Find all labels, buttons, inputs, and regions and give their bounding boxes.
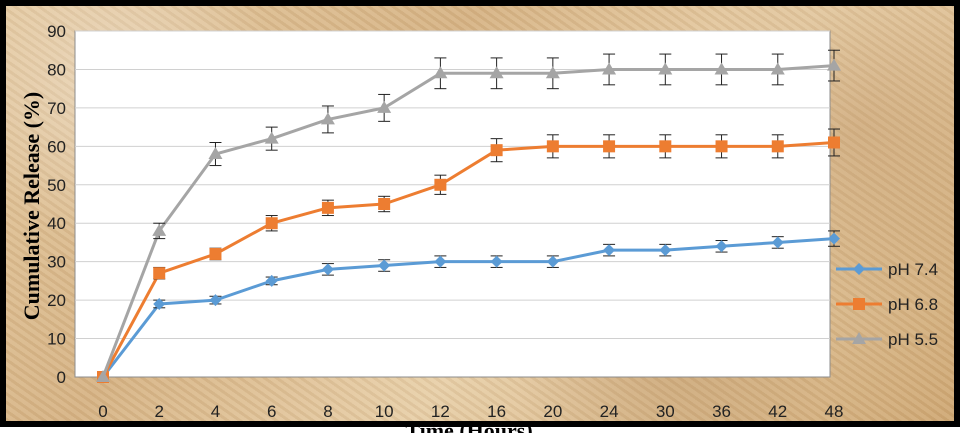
x-tick-label-12: 12: [431, 402, 450, 421]
data-point: [658, 62, 673, 75]
x-tick-label-8: 8: [323, 402, 332, 421]
y-tick-label-40: 40: [47, 214, 66, 233]
series-ph-5.5: [96, 49, 841, 382]
data-point: [378, 198, 391, 210]
x-tick-label-30: 30: [656, 402, 675, 421]
y-tick-label-10: 10: [47, 330, 66, 349]
legend-item-1: pH 6.8: [836, 295, 938, 314]
data-point: [377, 100, 392, 113]
x-tick-label-24: 24: [600, 402, 619, 421]
series-line: [101, 140, 835, 378]
legend-item-2: pH 5.5: [836, 330, 938, 349]
y-tick-label-80: 80: [47, 60, 66, 79]
y-tick-label-90: 90: [47, 22, 66, 41]
legend-label: pH 7.4: [888, 260, 938, 279]
data-point: [603, 140, 616, 153]
y-tick-label-30: 30: [47, 253, 66, 272]
series-line: [101, 64, 835, 378]
legend-marker: [853, 263, 865, 275]
data-point: [378, 259, 391, 272]
data-point: [153, 297, 166, 310]
data-point: [489, 66, 504, 79]
legend: pH 7.4 pH 6.8 pH 5.5: [836, 260, 938, 349]
x-tick-label-0: 0: [98, 402, 107, 421]
y-tick-label-60: 60: [47, 137, 66, 156]
series-ph-6.8: [97, 128, 840, 383]
y-tick-label-70: 70: [47, 99, 66, 118]
x-tick-label-48: 48: [825, 402, 844, 421]
data-point: [546, 140, 559, 153]
x-tick-label-6: 6: [267, 402, 276, 421]
legend-label: pH 5.5: [888, 330, 938, 349]
data-point: [490, 144, 503, 157]
legend-marker: [852, 332, 866, 344]
series-line: [101, 237, 835, 378]
legend-item-0: pH 7.4: [836, 260, 938, 279]
data-point: [264, 131, 279, 144]
data-point: [659, 140, 672, 153]
data-point: [715, 240, 728, 253]
data-point: [433, 66, 448, 79]
data-point: [209, 247, 222, 260]
data-point: [827, 58, 841, 71]
series-ph-7.4: [97, 230, 840, 383]
plot-area: [74, 30, 831, 378]
x-tick-label-4: 4: [211, 402, 220, 421]
data-point: [603, 244, 616, 257]
y-tick-label-20: 20: [47, 291, 66, 310]
x-tick-label-16: 16: [487, 402, 506, 421]
data-point: [771, 236, 784, 249]
data-point: [321, 201, 334, 214]
data-point: [828, 232, 840, 245]
data-point: [659, 244, 672, 257]
data-point: [434, 178, 447, 191]
data-point: [602, 62, 617, 75]
data-point: [828, 136, 840, 149]
data-point: [265, 274, 278, 287]
data-point: [320, 112, 335, 125]
data-point: [715, 140, 728, 153]
data-point: [545, 66, 560, 79]
data-point: [770, 62, 785, 75]
x-tick-label-42: 42: [768, 402, 787, 421]
x-tick-label-20: 20: [543, 402, 562, 421]
x-tick-label-36: 36: [712, 402, 731, 421]
y-tick-label-0: 0: [57, 368, 66, 387]
y-axis-title: Cumulative Release (%): [19, 92, 44, 321]
x-tick-label-2: 2: [154, 402, 163, 421]
x-tick-label-10: 10: [375, 402, 394, 421]
y-axis-ticks: 0 10 20 30 40 50 60 70 80 90: [47, 22, 66, 387]
data-point: [96, 370, 110, 382]
x-axis-ticks: 0 2 4 6 8 10 12 16 20 24 30 36 42 48: [98, 402, 843, 421]
data-point: [321, 263, 334, 276]
data-point: [153, 267, 166, 280]
y-tick-label-50: 50: [47, 176, 66, 195]
x-axis-title: Time (Hours): [405, 418, 532, 433]
data-point: [152, 223, 167, 236]
data-point: [209, 294, 222, 307]
data-point: [208, 147, 223, 160]
data-point: [771, 140, 784, 153]
legend-marker: [853, 298, 865, 310]
legend-label: pH 6.8: [888, 295, 938, 314]
data-point: [265, 217, 278, 230]
series-layer: [96, 49, 841, 383]
data-point: [714, 62, 729, 75]
